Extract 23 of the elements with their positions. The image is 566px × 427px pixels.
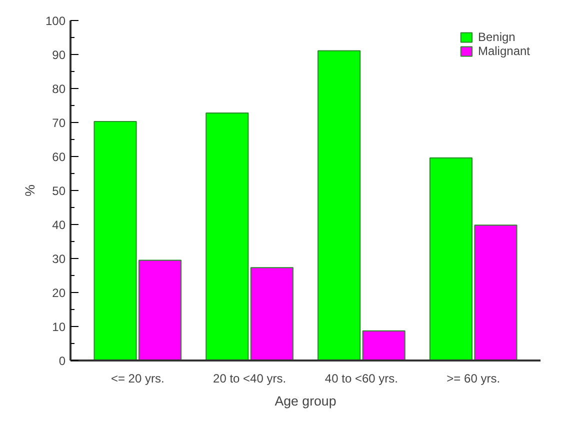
y-tick-label: 60 — [52, 150, 66, 164]
x-tick-label: >= 60 yrs. — [446, 372, 500, 386]
legend-label: Malignant — [478, 44, 530, 58]
y-tick-label: 50 — [52, 184, 66, 198]
y-tick-label: 30 — [52, 252, 66, 266]
y-axis-title: % — [22, 184, 38, 196]
bar — [318, 50, 361, 360]
x-tick-label: 20 to <40 yrs. — [213, 372, 286, 386]
y-tick-label: 100 — [45, 14, 66, 28]
bar — [362, 330, 406, 360]
y-tick-label: 80 — [52, 82, 66, 96]
y-tick-label: 40 — [52, 218, 66, 232]
x-tick-label: <= 20 yrs. — [110, 372, 164, 386]
y-tick-label: 10 — [52, 320, 66, 334]
bar — [250, 267, 294, 360]
y-tick-label: 0 — [58, 354, 66, 368]
y-tick-label: 20 — [52, 286, 66, 300]
x-axis-title: Age group — [274, 394, 336, 408]
y-tick-label: 70 — [52, 116, 66, 130]
bar — [206, 112, 249, 360]
y-tick-label: 90 — [52, 48, 66, 62]
x-tick-label: 40 to <60 yrs. — [324, 372, 398, 386]
legend-label: Benign — [478, 30, 516, 44]
